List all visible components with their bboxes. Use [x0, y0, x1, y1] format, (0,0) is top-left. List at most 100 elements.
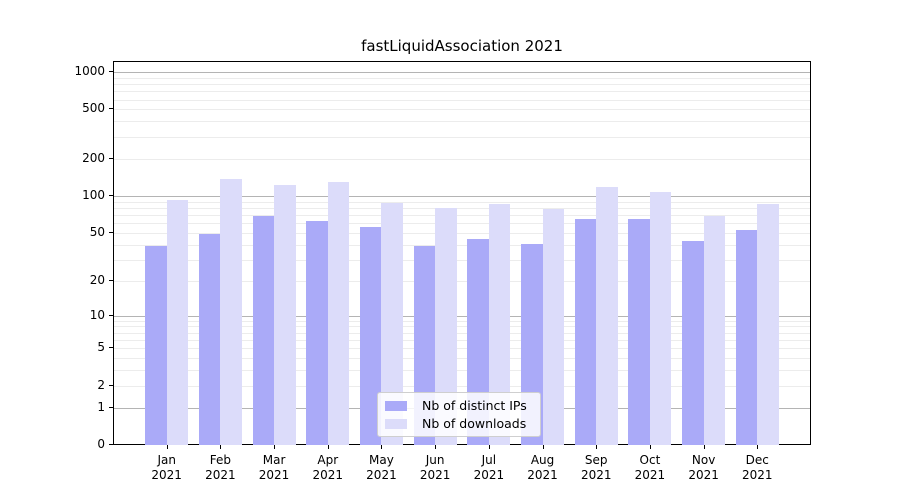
minor-gridline — [114, 99, 810, 101]
x-tick-mark — [757, 445, 759, 449]
legend-item-distinct-ips: Nb of distinct IPs — [385, 398, 532, 413]
x-tick-label: Aug 2021 — [511, 453, 575, 483]
x-tick-mark — [274, 445, 276, 449]
major-gridline — [114, 195, 810, 197]
x-tick-year: 2021 — [366, 468, 397, 482]
x-tick-month: Jan — [157, 453, 176, 467]
x-tick-month: Dec — [745, 453, 769, 467]
x-tick-mark — [435, 445, 437, 449]
x-tick-month: Feb — [209, 453, 231, 467]
legend: Nb of distinct IPs Nb of downloads — [377, 392, 541, 437]
x-tick-year: 2021 — [419, 468, 451, 482]
x-tick-month: Nov — [691, 453, 716, 467]
bar-downloads-dec — [757, 203, 779, 445]
bar-distinct-ips-may — [359, 226, 382, 445]
minor-gridline — [114, 84, 810, 86]
x-tick-label: Nov 2021 — [672, 453, 736, 483]
x-tick-year: 2021 — [473, 468, 505, 482]
bar-distinct-ips-dec — [735, 229, 758, 445]
bar-downloads-apr — [327, 182, 350, 445]
bar-distinct-ips-jan — [145, 245, 167, 445]
minor-gridline — [114, 158, 810, 160]
y-tick-mark — [109, 231, 113, 233]
bar-distinct-ips-nov — [682, 240, 704, 445]
minor-gridline — [114, 280, 810, 282]
x-tick-label: Oct 2021 — [618, 453, 682, 483]
x-tick-label: Jul 2021 — [457, 453, 521, 483]
x-tick-month: Aug — [530, 453, 555, 467]
legend-label-distinct-ips: Nb of distinct IPs — [422, 398, 527, 413]
minor-gridline — [114, 358, 810, 360]
x-tick-year: 2021 — [151, 468, 182, 482]
y-tick-mark — [109, 444, 113, 445]
y-tick-mark — [109, 406, 113, 408]
minor-gridline — [114, 339, 810, 341]
x-tick-label: Jan 2021 — [135, 453, 199, 483]
y-tick-mark — [109, 279, 113, 281]
bar-downloads-aug — [542, 208, 565, 445]
bar-distinct-ips-sep — [574, 219, 597, 445]
x-tick-label: Feb 2021 — [188, 453, 252, 483]
legend-swatch-distinct-ips — [385, 400, 407, 411]
y-tick-mark — [109, 384, 113, 386]
minor-gridline — [114, 320, 810, 322]
x-tick-month: Oct — [639, 453, 661, 467]
x-tick-mark — [542, 445, 544, 449]
major-gridline — [114, 72, 810, 74]
minor-gridline — [114, 332, 810, 334]
y-tick-label: 50 — [89, 224, 105, 239]
bar-downloads-may — [381, 203, 403, 445]
bar-distinct-ips-mar — [252, 215, 275, 445]
x-tick-mark — [488, 445, 490, 449]
y-tick-label: 500 — [82, 101, 105, 116]
legend-label-downloads: Nb of downloads — [422, 416, 527, 431]
x-tick-year: 2021 — [688, 468, 719, 482]
x-tick-year: 2021 — [634, 468, 666, 482]
y-tick-mark — [109, 314, 113, 316]
minor-gridline — [114, 121, 810, 123]
x-tick-mark — [703, 445, 705, 449]
y-tick-label: 0 — [97, 437, 105, 451]
minor-gridline — [114, 77, 810, 79]
x-tick-mark — [166, 445, 168, 449]
minor-gridline — [114, 259, 810, 261]
y-tick-label: 2 — [97, 377, 105, 392]
y-tick-label: 1000 — [74, 64, 105, 79]
y-tick-label: 20 — [89, 272, 105, 287]
bar-distinct-ips-feb — [198, 233, 221, 445]
y-tick-label: 5 — [97, 340, 105, 355]
x-tick-label: Sep 2021 — [564, 453, 628, 483]
x-tick-year: 2021 — [742, 468, 773, 482]
x-tick-year: 2021 — [258, 468, 290, 482]
x-tick-label: Dec 2021 — [725, 453, 789, 483]
minor-gridline — [114, 385, 810, 387]
x-tick-month: Apr — [317, 453, 339, 467]
x-tick-month: Mar — [262, 453, 286, 467]
x-tick-month: May — [369, 453, 394, 467]
y-tick-mark — [109, 157, 113, 159]
x-tick-mark — [649, 445, 651, 449]
bar-distinct-ips-oct — [628, 219, 650, 445]
x-tick-label: Apr 2021 — [296, 453, 360, 483]
x-tick-month: Sep — [584, 453, 608, 467]
minor-gridline — [114, 207, 810, 209]
bar-downloads-oct — [649, 191, 672, 445]
minor-gridline — [114, 244, 810, 246]
bar-downloads-jan — [166, 199, 189, 445]
y-tick-mark — [109, 194, 113, 196]
bar-downloads-sep — [596, 187, 618, 445]
y-tick-mark — [109, 71, 113, 73]
x-tick-year: 2021 — [527, 468, 558, 482]
y-tick-label: 10 — [89, 307, 105, 322]
major-gridline — [114, 315, 810, 317]
minor-gridline — [114, 348, 810, 350]
minor-gridline — [114, 201, 810, 203]
minor-gridline — [114, 326, 810, 328]
legend-swatch-downloads — [385, 418, 407, 429]
bar-downloads-jul — [488, 203, 511, 445]
bar-distinct-ips-apr — [306, 220, 328, 445]
x-tick-month: Jun — [425, 453, 445, 467]
plot-area — [113, 61, 811, 445]
x-tick-mark — [220, 445, 222, 449]
